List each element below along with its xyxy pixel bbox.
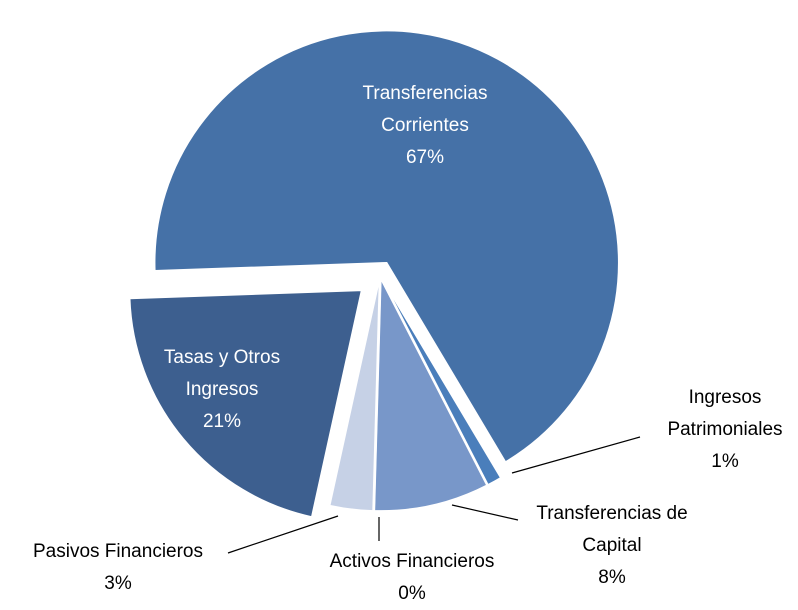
slice-percent: 8%: [598, 567, 626, 588]
slice-label: Transferencias de Capital 8%: [527, 498, 697, 594]
slice-percent: 1%: [711, 451, 739, 472]
slice-label: Tasas y Otros Ingresos 21%: [147, 342, 297, 438]
pie-slice: [328, 278, 381, 512]
slice-name: Activos Financieros: [329, 551, 495, 572]
pie-slice: [153, 30, 620, 464]
pie-slice: [128, 289, 363, 518]
slice-label: Transferencias Corrientes 67%: [345, 78, 505, 174]
slice-name: Transferencias Corrientes: [362, 83, 488, 136]
slice-label: Pasivos Financieros 3%: [3, 536, 233, 600]
leader-line: [227, 515, 339, 554]
slice-name: Ingresos Patrimoniales: [667, 387, 783, 440]
slice-percent: 21%: [202, 411, 242, 432]
slice-name: Pasivos Financieros: [32, 541, 204, 562]
slice-label: Activos Financieros 0%: [297, 546, 527, 610]
pie-slice: [381, 278, 502, 486]
leader-line: [511, 436, 641, 474]
slice-percent: 67%: [405, 147, 445, 168]
slice-name: Tasas y Otros Ingresos: [163, 347, 281, 400]
slice-name: Transferencias de Capital: [536, 503, 688, 556]
slice-percent: 0%: [398, 583, 426, 604]
leader-line: [451, 504, 519, 521]
slice-percent: 3%: [104, 573, 132, 594]
pie-slice: [373, 278, 488, 512]
slice-label: Ingresos Patrimoniales 1%: [650, 382, 798, 478]
